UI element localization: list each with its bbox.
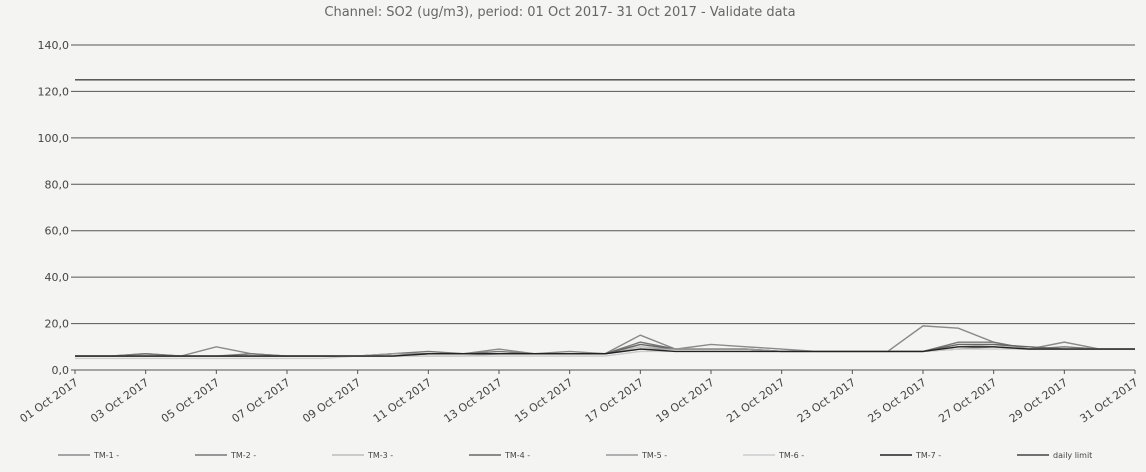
legend-label: daily limit	[1053, 451, 1092, 460]
y-tick-label: 40,0	[45, 271, 70, 284]
y-tick-label: 100,0	[38, 132, 70, 145]
legend-label: TM-4 -	[504, 451, 530, 460]
y-tick-label: 0,0	[52, 364, 70, 377]
legend-label: TM-6 -	[778, 451, 804, 460]
x-tick-label: 03 Oct 2017	[88, 376, 151, 426]
series-line	[75, 325, 1135, 357]
x-tick-label: 17 Oct 2017	[583, 376, 646, 426]
x-tick-label: 11 Oct 2017	[371, 376, 434, 426]
y-tick-label: 60,0	[45, 225, 70, 238]
x-tick-label: 23 Oct 2017	[795, 376, 858, 426]
y-tick-label: 120,0	[38, 85, 70, 98]
x-tick-label: 19 Oct 2017	[654, 376, 717, 426]
x-tick-label: 07 Oct 2017	[230, 376, 293, 426]
x-tick-label: 31 Oct 2017	[1078, 376, 1141, 426]
y-tick-label: 140,0	[38, 39, 70, 52]
legend-label: TM-5 -	[641, 451, 667, 460]
x-tick-label: 13 Oct 2017	[442, 376, 505, 426]
y-tick-label: 20,0	[45, 318, 70, 331]
chart-title: Channel: SO2 (ug/m3), period: 01 Oct 201…	[324, 5, 795, 20]
legend-label: TM-2 -	[230, 451, 256, 460]
series-line	[75, 346, 1135, 357]
x-tick-label: 01 Oct 2017	[18, 376, 81, 426]
x-tick-label: 25 Oct 2017	[866, 376, 929, 426]
series-line	[75, 348, 1135, 360]
x-tick-label: 21 Oct 2017	[724, 376, 787, 426]
x-tick-label: 29 Oct 2017	[1007, 376, 1070, 426]
y-tick-label: 80,0	[45, 178, 70, 191]
legend-label: TM-3 -	[367, 451, 393, 460]
x-tick-label: 27 Oct 2017	[936, 376, 999, 426]
legend-label: TM-1 -	[93, 451, 119, 460]
x-tick-label: 09 Oct 2017	[300, 376, 363, 426]
x-tick-label: 15 Oct 2017	[512, 376, 575, 426]
legend-label: TM-7 -	[915, 451, 941, 460]
x-tick-label: 05 Oct 2017	[159, 376, 222, 426]
